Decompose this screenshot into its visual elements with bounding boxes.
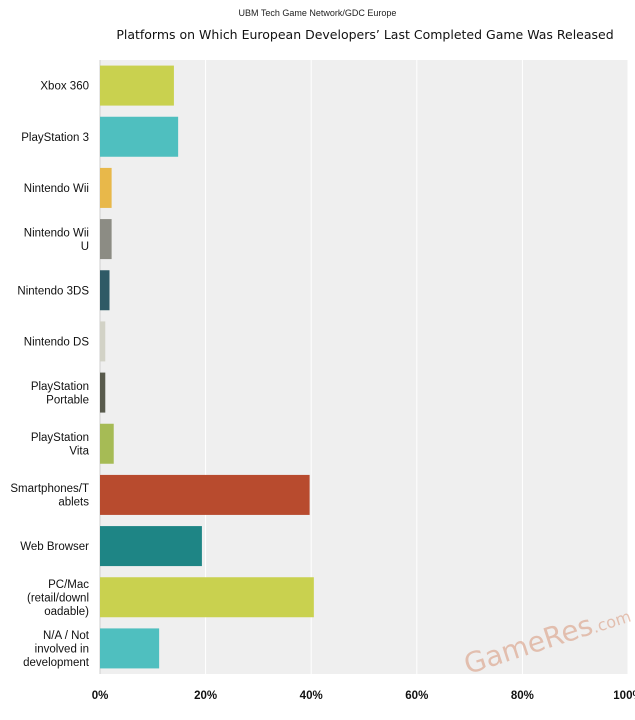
category-label: PlayStation Vita bbox=[31, 432, 90, 458]
category-label-line: Web Browser bbox=[20, 541, 89, 553]
x-tick-label: 100% bbox=[613, 690, 635, 702]
x-tick-label: 20% bbox=[194, 690, 217, 702]
category-label-line: Xbox 360 bbox=[40, 81, 89, 93]
chart-source: UBM Tech Game Network/GDC Europe bbox=[238, 8, 397, 18]
category-label-line: N/A / Not bbox=[43, 630, 90, 642]
bar bbox=[100, 474, 310, 515]
category-label: PlayStation 3 bbox=[21, 132, 89, 144]
bar bbox=[100, 167, 112, 208]
bar bbox=[100, 219, 112, 260]
category-label: Smartphones/T ablets bbox=[10, 483, 89, 509]
category-label-line: Nintendo Wii bbox=[24, 183, 89, 195]
plot-area bbox=[100, 60, 628, 674]
bar bbox=[100, 628, 160, 669]
bar bbox=[100, 526, 202, 567]
category-label-line: PC/Mac bbox=[48, 579, 89, 591]
bar bbox=[100, 321, 106, 362]
x-tick-label: 60% bbox=[405, 690, 428, 702]
category-label-line: PlayStation 3 bbox=[21, 132, 89, 144]
bar bbox=[100, 116, 179, 157]
category-label-line: Smartphones/T bbox=[10, 483, 89, 495]
category-label: Nintendo Wii U bbox=[24, 227, 89, 253]
bar bbox=[100, 270, 110, 311]
category-label-line: Nintendo 3DS bbox=[17, 285, 89, 297]
category-label-line: Nintendo DS bbox=[24, 336, 90, 348]
chart-title: Platforms on Which European Developers’ … bbox=[116, 27, 614, 42]
category-label-line: Portable bbox=[46, 394, 89, 406]
category-label: Nintendo 3DS bbox=[17, 285, 89, 297]
category-label-line: development bbox=[23, 657, 90, 669]
category-label-line: Nintendo Wii bbox=[24, 227, 89, 239]
category-label: Xbox 360 bbox=[40, 81, 89, 93]
category-label: PC/Mac (retail/downl oadable) bbox=[27, 579, 89, 618]
category-label-line: PlayStation bbox=[31, 432, 89, 444]
category-label-line: (retail/downl bbox=[27, 592, 89, 604]
x-tick-label: 0% bbox=[92, 690, 109, 702]
category-label: Nintendo Wii bbox=[24, 183, 89, 195]
category-label-line: ablets bbox=[58, 497, 89, 509]
category-label-line: PlayStation bbox=[31, 381, 89, 393]
category-label: N/A / Not involved in development bbox=[23, 630, 90, 669]
category-label-line: involved in bbox=[35, 643, 89, 655]
bar bbox=[100, 423, 114, 464]
category-label-line: oadable) bbox=[44, 606, 89, 618]
bar bbox=[100, 372, 106, 413]
x-tick-label: 40% bbox=[300, 690, 323, 702]
category-label: PlayStation Portable bbox=[31, 381, 89, 407]
category-label: Nintendo DS bbox=[24, 336, 90, 348]
category-label-line: U bbox=[81, 241, 89, 253]
category-label-line: Vita bbox=[69, 446, 89, 458]
bar bbox=[100, 577, 314, 618]
category-label: Web Browser bbox=[20, 541, 89, 553]
bar bbox=[100, 65, 174, 106]
x-tick-label: 80% bbox=[511, 690, 534, 702]
